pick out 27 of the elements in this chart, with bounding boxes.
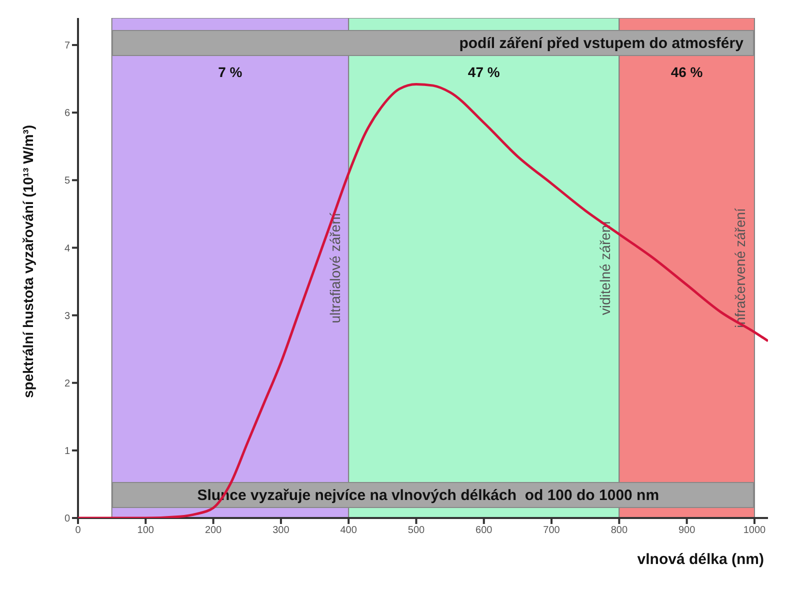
y-tick-label: 2 [64, 378, 70, 390]
x-tick-label: 200 [204, 525, 222, 536]
annotation: ultrafialové záření [326, 212, 343, 324]
y-tick-label: 6 [64, 108, 70, 120]
x-tick-label: 900 [678, 525, 696, 536]
y-axis-title: spektrální hustota vyzařování (10¹³ W/m³) [20, 124, 36, 398]
band-label: 7 % [217, 64, 244, 80]
x-tick-label: 800 [610, 525, 628, 536]
band-label: 47 % [466, 64, 501, 80]
x-tick-label: 400 [340, 525, 358, 536]
y-tick-label: 1 [64, 446, 70, 457]
x-axis-title: vlnová délka (nm) [637, 551, 764, 568]
x-tick-label: 0 [75, 525, 82, 536]
annotation: infračervené záření [732, 208, 748, 328]
x-tick-label: 300 [272, 525, 290, 536]
y-tick-label: 3 [64, 310, 70, 322]
x-tick-label: 600 [476, 525, 493, 536]
y-tick-label: 4 [64, 243, 70, 254]
x-tick-label: 700 [543, 525, 560, 536]
y-tick-label: 0 [64, 514, 70, 525]
x-tick-label: 500 [408, 525, 426, 536]
x-tick-label: 1000 [743, 525, 766, 536]
band-label: 46 % [670, 64, 704, 80]
y-tick-label: 5 [64, 176, 70, 187]
x-tick-label: 100 [137, 525, 154, 536]
caption-box: podíl záření před vstupem do atmosféry [112, 30, 754, 56]
y-tick-label: 7 [64, 40, 70, 52]
